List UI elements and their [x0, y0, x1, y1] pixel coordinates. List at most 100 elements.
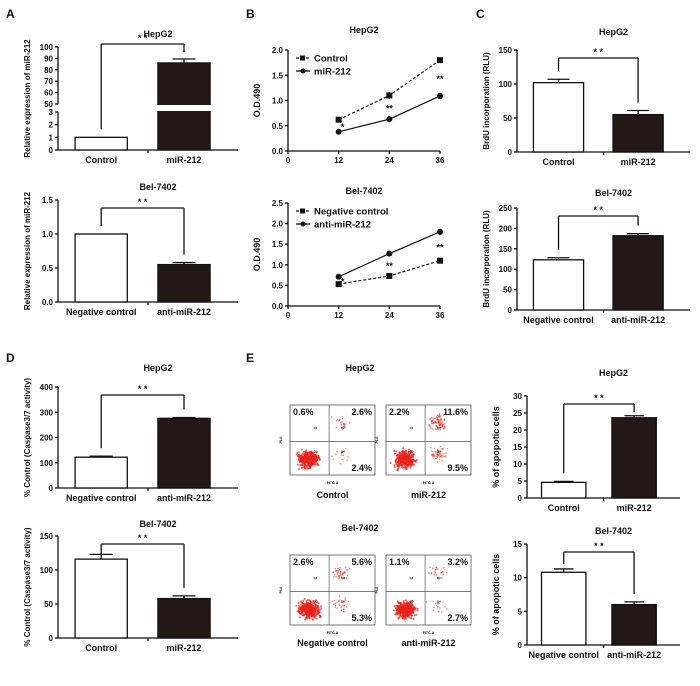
plot-label: Control: [317, 490, 349, 500]
event-dot: [344, 566, 347, 569]
y-axis-label: PI-A: [279, 436, 283, 443]
chart-A-bel-7402: Bel-7402 Relative expression of miR-212 0.…: [23, 182, 238, 317]
event-dot: [393, 464, 396, 467]
event-dot: [339, 570, 342, 573]
event-dot: [436, 605, 439, 608]
legend-marker: [300, 55, 305, 61]
event-dot: [303, 606, 306, 609]
event-dot: [401, 617, 404, 620]
event-dot: [440, 421, 442, 424]
flow-plot-anti-mir-212: 1.1% 3.2% 2.7% Q1 Q2 Q3 Q4 FITC-A PI-A anti-miR-2…: [375, 554, 472, 648]
event-dot: [441, 425, 444, 428]
event-dot: [315, 601, 318, 604]
chart-B-bel-7402: Bel-7402 O.D.490 0.0 0.5 1.0 1.5 2.0 2.5 0 12 24 36…: [252, 186, 445, 320]
event-dot: [303, 464, 306, 467]
event-dot: [332, 571, 335, 574]
event-dot: [428, 424, 430, 426]
event-dot: [441, 577, 443, 579]
event-dot: [297, 602, 300, 605]
event-dot: [435, 566, 437, 569]
significance-marker: * *: [594, 205, 604, 215]
event-dot: [438, 413, 441, 416]
quadrant-label: Q3: [409, 450, 413, 454]
event-dot: [295, 453, 298, 456]
event-dot: [303, 452, 306, 455]
chart-title: Bel-7402: [139, 182, 176, 192]
chart-E-bel-7402: Bel-7402 2.6% 5.6% 5.3% Q1 Q2 Q3 Q4 FITC-A PI-A Ne…: [279, 523, 472, 648]
event-dot: [300, 448, 303, 451]
event-dot: [332, 458, 335, 460]
event-dot: [307, 608, 310, 611]
y-tick-label: 0.0: [42, 298, 54, 307]
event-dot: [412, 454, 415, 457]
quadrant-percent-q4: 5.3%: [351, 613, 372, 623]
event-dot: [302, 450, 305, 453]
event-dot: [443, 453, 445, 455]
y-tick-label: 250: [499, 204, 513, 213]
event-dot: [305, 599, 308, 602]
event-dot: [403, 611, 406, 614]
y-tick-label: 3: [49, 108, 54, 117]
event-dot: [339, 599, 341, 601]
quadrant-percent-q2: 2.6%: [351, 407, 372, 417]
chart-title: HepG2: [345, 363, 374, 373]
event-dot: [433, 606, 435, 609]
event-dot: [396, 465, 399, 468]
bar-negative-control: [74, 456, 128, 489]
event-dot: [412, 617, 415, 620]
bar-mir-212: [612, 113, 664, 153]
event-dot: [345, 447, 347, 450]
chart-D-bel-7402: Bel-7402 % Control (Caspase3/7 activity) 0…: [23, 519, 238, 653]
event-dot: [305, 453, 308, 456]
event-dot: [314, 606, 317, 609]
x-tick-label: 36: [436, 156, 445, 165]
event-dot: [434, 417, 436, 420]
event-dot: [338, 604, 341, 607]
event-dot: [303, 604, 306, 607]
event-dot: [316, 458, 319, 461]
event-dot: [394, 452, 397, 455]
event-dot: [341, 572, 344, 574]
event-dot: [404, 604, 407, 607]
y-tick-label: 10: [513, 460, 522, 469]
event-dot: [308, 613, 311, 616]
event-dot: [436, 425, 438, 428]
data-point: [437, 257, 443, 264]
plot-label: miR-212: [411, 490, 446, 500]
event-dot: [415, 613, 418, 616]
event-dot: [437, 453, 439, 455]
event-dot: [436, 602, 438, 604]
event-dot: [439, 417, 442, 420]
event-dot: [398, 464, 401, 467]
quadrant-label: Q4: [341, 450, 345, 454]
chart-title: HepG2: [349, 25, 378, 35]
event-dot: [340, 601, 342, 603]
flow-plot-negative-control: 2.6% 5.6% 5.3% Q1 Q2 Q3 Q4 FITC-A PI-A Negative c…: [279, 554, 376, 648]
event-dot: [431, 454, 434, 456]
event-dot: [301, 604, 304, 607]
event-dot: [445, 452, 447, 454]
flow-plot-control: 0.6% 2.6% 2.4% Q1 Q2 Q3 Q4 FITC-A PI-A Control: [279, 404, 376, 500]
event-dot: [410, 612, 413, 615]
data-point: [437, 57, 443, 64]
event-dot: [441, 448, 444, 451]
event-dot: [335, 575, 337, 578]
legend-marker: [300, 68, 306, 74]
legend-marker: [300, 208, 305, 214]
bar-control: [540, 481, 587, 499]
bar-control: [74, 136, 128, 151]
y-axis-label: BrdU incorporation (RLU): [482, 210, 491, 308]
y-tick-label: 50: [503, 286, 512, 295]
chart-title: HepG2: [599, 27, 628, 37]
quadrant-label: Q2: [341, 576, 345, 580]
flow-events: [392, 566, 448, 621]
event-dot: [333, 599, 336, 602]
event-dot: [308, 617, 311, 620]
y-tick-label: 30: [513, 392, 522, 401]
event-dot: [344, 426, 346, 428]
x-axis-label: FITC-A: [423, 631, 435, 635]
y-tick-label: 1: [49, 133, 54, 142]
event-dot: [337, 569, 339, 572]
chart-title: Bel-7402: [595, 526, 632, 536]
data-point: [335, 281, 342, 288]
